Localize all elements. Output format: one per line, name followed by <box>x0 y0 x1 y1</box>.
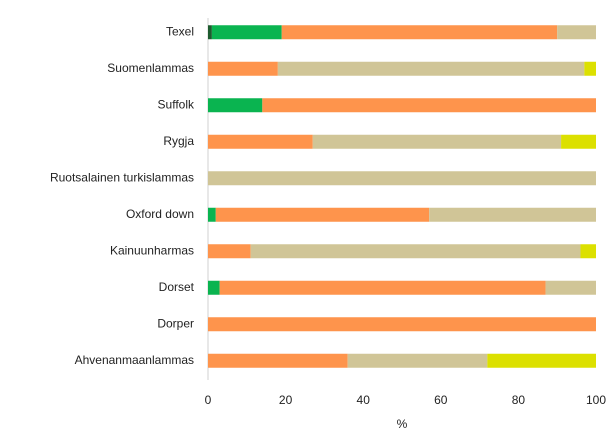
bar-segment <box>208 280 220 295</box>
bar-segment <box>487 353 596 368</box>
y-tick-label: Oxford down <box>126 207 194 221</box>
x-tick-label: 60 <box>434 393 448 407</box>
bar-segment <box>208 353 348 368</box>
bar-segment <box>211 25 282 40</box>
bar-segment <box>281 25 558 40</box>
bar-segment <box>208 244 251 259</box>
y-tick-label: Ruotsalainen turkislammas <box>50 170 194 184</box>
bar-segment <box>262 98 596 113</box>
bar-segment <box>250 244 581 259</box>
y-tick-label: Ahvenanmaanlammas <box>75 353 194 367</box>
bar-segment <box>561 134 596 149</box>
x-tick-label: 0 <box>205 393 212 407</box>
bar-segment <box>208 317 596 332</box>
bar-segment <box>208 25 212 40</box>
bar-segment <box>584 61 596 76</box>
bar-segment <box>208 171 596 186</box>
bar-segment <box>429 207 596 222</box>
bar-segment <box>277 61 585 76</box>
bar-segment <box>208 207 216 222</box>
bar-segment <box>312 134 562 149</box>
x-tick-label: 40 <box>357 393 371 407</box>
y-tick-label: Suomenlammas <box>107 61 194 75</box>
x-tick-label: 20 <box>279 393 293 407</box>
x-tick-label: 80 <box>512 393 526 407</box>
y-tick-label: Dorper <box>157 316 194 330</box>
bar-segment <box>208 98 263 113</box>
y-tick-label: Texel <box>166 24 194 38</box>
y-tick-label: Kainuunharmas <box>110 243 194 257</box>
bar-segment <box>219 280 546 295</box>
x-tick-label: 100 <box>586 393 606 407</box>
y-tick-label: Suffolk <box>158 97 195 111</box>
bar-segment <box>557 25 596 40</box>
bar-segment <box>545 280 596 295</box>
y-tick-label: Dorset <box>159 280 195 294</box>
bar-segment <box>580 244 596 259</box>
x-axis-label: % <box>397 417 408 431</box>
bar-segment <box>215 207 430 222</box>
y-tick-label: Rygja <box>163 134 194 148</box>
bar-segment <box>208 134 313 149</box>
bar-segment <box>347 353 488 368</box>
bar-segment <box>208 61 278 76</box>
